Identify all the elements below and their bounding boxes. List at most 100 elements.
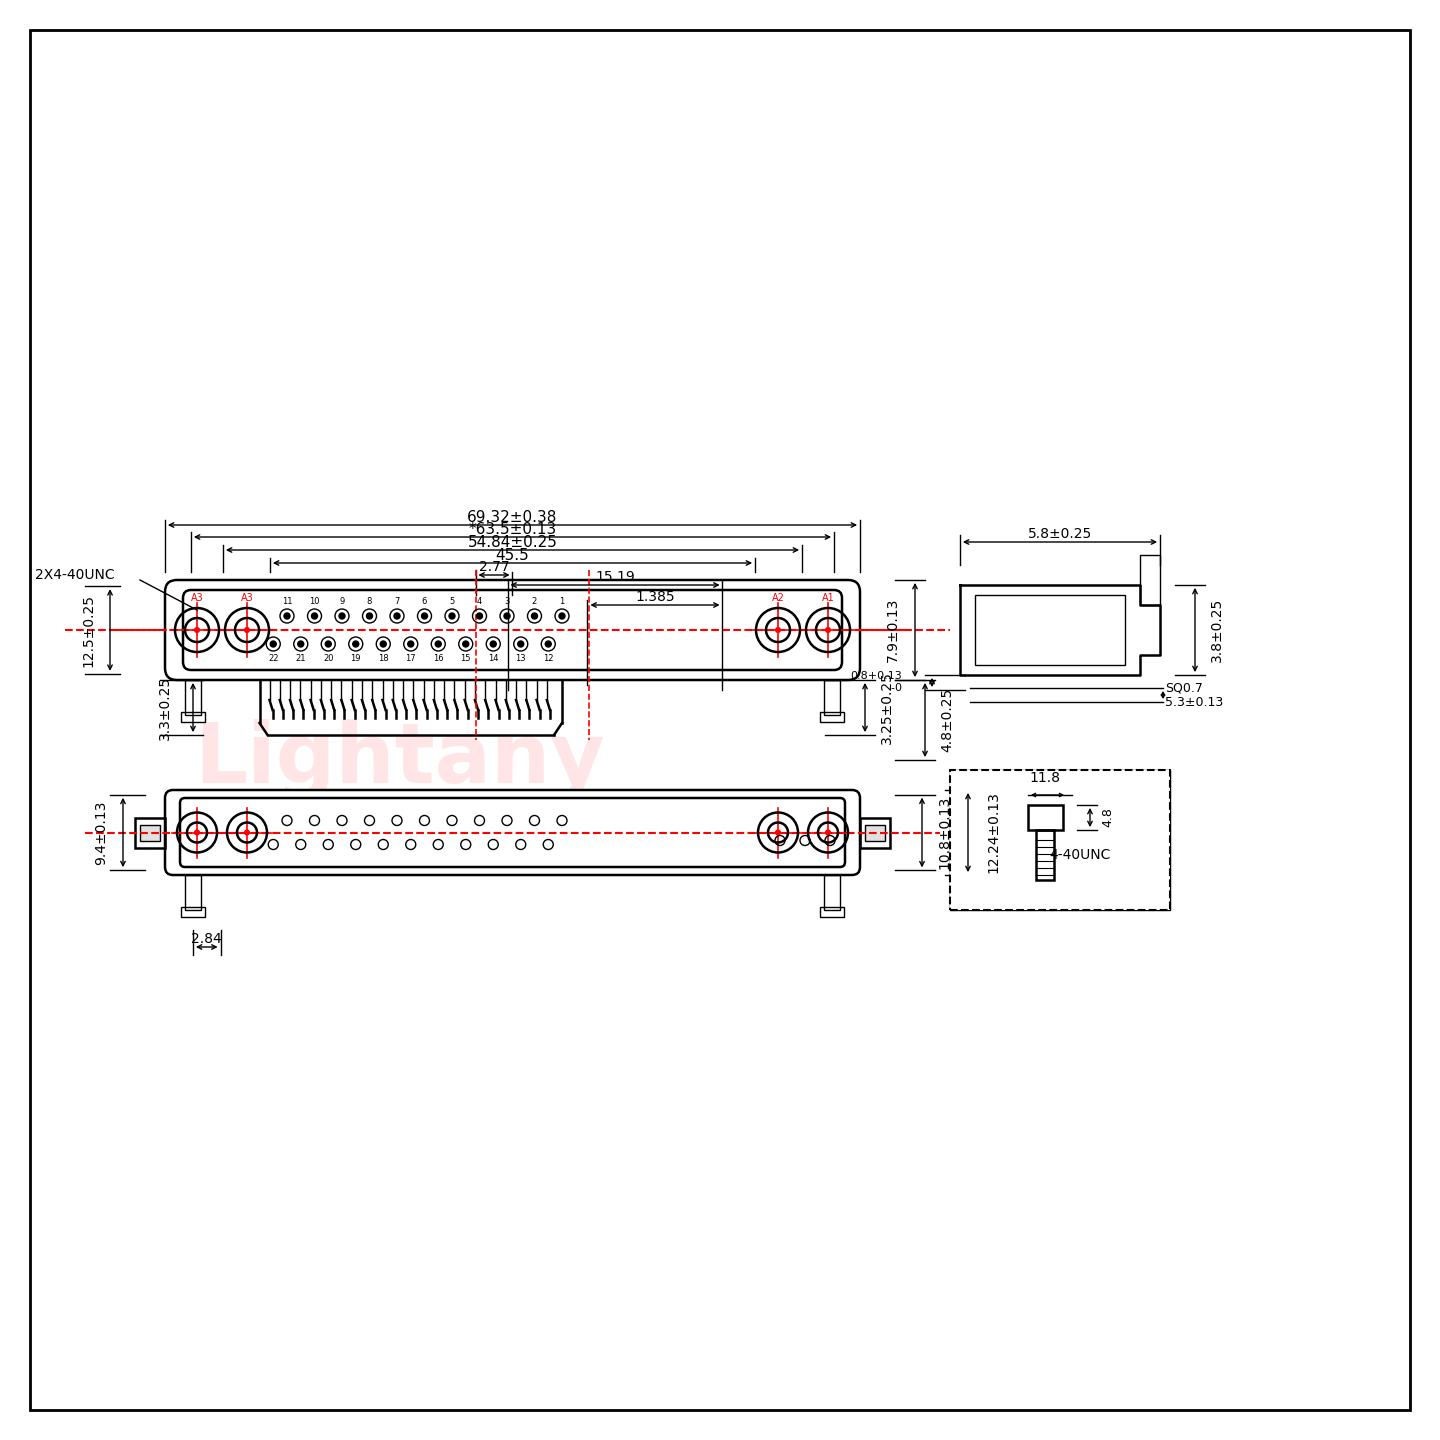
Bar <box>950 770 1169 910</box>
Text: 8: 8 <box>367 598 372 606</box>
Text: 14: 14 <box>488 654 498 662</box>
Text: A2: A2 <box>772 593 785 603</box>
Text: 2.77: 2.77 <box>478 560 510 575</box>
Text: 10.8±0.13: 10.8±0.13 <box>937 796 950 870</box>
Circle shape <box>422 613 428 619</box>
Text: 21: 21 <box>295 654 307 662</box>
Bar <box>824 680 840 716</box>
Text: A3: A3 <box>240 593 253 603</box>
Text: 2.84: 2.84 <box>192 932 222 946</box>
Circle shape <box>449 613 455 619</box>
Text: 6: 6 <box>422 598 428 606</box>
Bar <box>865 825 886 841</box>
FancyBboxPatch shape <box>183 590 842 670</box>
Circle shape <box>504 613 510 619</box>
Circle shape <box>325 641 331 647</box>
Text: 13: 13 <box>516 654 526 662</box>
Bar <box>975 595 1125 665</box>
Text: 11: 11 <box>282 598 292 606</box>
Circle shape <box>546 641 552 647</box>
Text: Lightany: Lightany <box>194 719 605 801</box>
Circle shape <box>827 628 829 632</box>
Bar <box>860 818 890 848</box>
Circle shape <box>395 613 400 619</box>
Text: 2: 2 <box>531 598 537 606</box>
Circle shape <box>245 628 249 632</box>
Circle shape <box>284 613 289 619</box>
Text: 5.3±0.13: 5.3±0.13 <box>1165 696 1223 708</box>
Bar <box>819 711 844 721</box>
Text: 7.9±0.13: 7.9±0.13 <box>886 598 900 662</box>
Bar <box>1140 554 1161 605</box>
FancyBboxPatch shape <box>180 798 845 867</box>
Text: 15: 15 <box>461 654 471 662</box>
Text: 2X4-40UNC: 2X4-40UNC <box>35 567 115 582</box>
Circle shape <box>531 613 537 619</box>
Bar <box>181 711 204 721</box>
Text: 5: 5 <box>449 598 455 606</box>
Text: 22: 22 <box>268 654 278 662</box>
Text: 4-40UNC: 4-40UNC <box>1050 848 1110 863</box>
Circle shape <box>311 613 317 619</box>
Bar <box>184 876 202 910</box>
Text: A1: A1 <box>822 593 834 603</box>
Text: 10: 10 <box>310 598 320 606</box>
Text: 11.8: 11.8 <box>1030 770 1060 785</box>
Text: 16: 16 <box>433 654 444 662</box>
Circle shape <box>380 641 386 647</box>
Text: 12.24±0.13: 12.24±0.13 <box>986 792 999 874</box>
Bar <box>819 907 844 917</box>
Circle shape <box>367 613 373 619</box>
Bar <box>181 907 204 917</box>
FancyBboxPatch shape <box>166 791 860 876</box>
Text: 3.3±0.25: 3.3±0.25 <box>158 675 171 740</box>
Circle shape <box>559 613 564 619</box>
Text: *63.5±0.13: *63.5±0.13 <box>468 521 557 537</box>
Text: SQ0.7: SQ0.7 <box>1165 681 1202 694</box>
Bar <box>1035 829 1054 880</box>
Text: 18: 18 <box>377 654 389 662</box>
Circle shape <box>490 641 497 647</box>
Circle shape <box>408 641 413 647</box>
Circle shape <box>462 641 469 647</box>
Text: 15.19: 15.19 <box>595 570 635 585</box>
Text: 1: 1 <box>559 598 564 606</box>
Circle shape <box>353 641 359 647</box>
Text: 54.84±0.25: 54.84±0.25 <box>468 534 557 550</box>
Text: 0.8+0.13
    -0: 0.8+0.13 -0 <box>850 671 901 693</box>
Bar <box>950 770 1169 910</box>
Bar <box>140 825 160 841</box>
Text: 12: 12 <box>543 654 553 662</box>
Text: 12.5±0.25: 12.5±0.25 <box>81 593 95 667</box>
Circle shape <box>194 628 199 632</box>
Text: 45.5: 45.5 <box>495 547 530 563</box>
Text: 5.8±0.25: 5.8±0.25 <box>1028 527 1092 541</box>
FancyBboxPatch shape <box>166 580 860 680</box>
Text: 9.4±0.13: 9.4±0.13 <box>94 801 108 864</box>
Circle shape <box>477 613 482 619</box>
Text: 4.8: 4.8 <box>1102 808 1115 828</box>
Circle shape <box>776 831 780 835</box>
Text: 20: 20 <box>323 654 334 662</box>
Text: 1.385: 1.385 <box>635 590 675 603</box>
Text: A3: A3 <box>190 593 203 603</box>
Text: 19: 19 <box>350 654 361 662</box>
Bar <box>1028 805 1063 829</box>
Circle shape <box>338 613 346 619</box>
Text: 3.8±0.25: 3.8±0.25 <box>1210 598 1224 662</box>
Circle shape <box>776 628 780 632</box>
Text: 4: 4 <box>477 598 482 606</box>
Bar <box>184 680 202 716</box>
Text: 7: 7 <box>395 598 400 606</box>
Circle shape <box>827 831 829 835</box>
Bar <box>824 876 840 910</box>
Text: 17: 17 <box>406 654 416 662</box>
Circle shape <box>271 641 276 647</box>
Text: 69.32±0.38: 69.32±0.38 <box>468 510 557 524</box>
Circle shape <box>194 831 199 835</box>
Bar <box>135 818 166 848</box>
Text: 3.25±0.25: 3.25±0.25 <box>880 671 894 744</box>
Circle shape <box>245 831 249 835</box>
Circle shape <box>298 641 304 647</box>
Circle shape <box>435 641 441 647</box>
